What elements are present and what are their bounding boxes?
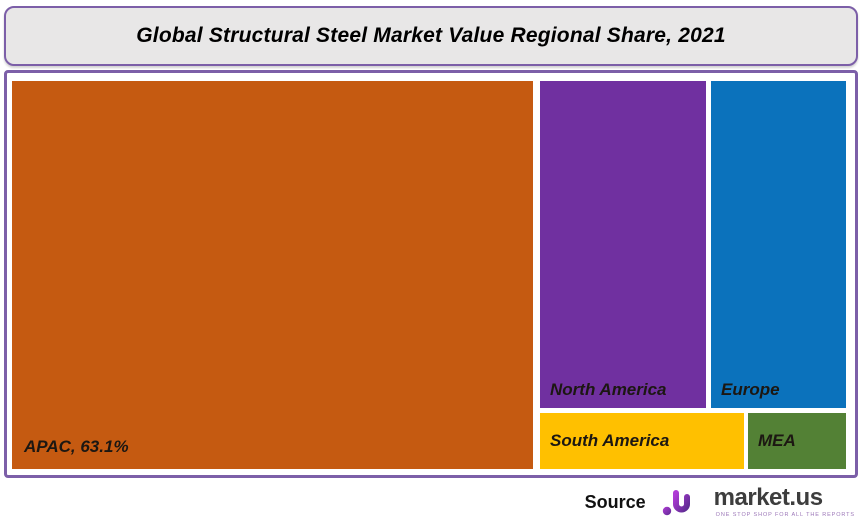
marketus-logo-text: market.us one stop shop for all the repo… xyxy=(713,484,855,519)
treemap-block-mea: MEA xyxy=(748,413,846,469)
treemap-block-apac: APAC, 63.1% xyxy=(12,81,533,469)
footer: Source market.us one stop shop for all t… xyxy=(585,482,855,522)
treemap-label-south-america: South America xyxy=(550,431,670,450)
treemap-label-mea: MEA xyxy=(758,431,796,450)
treemap-label-north-america: North America xyxy=(550,380,667,399)
chart-title: Global Structural Steel Market Value Reg… xyxy=(136,24,726,47)
marketus-logo: market.us one stop shop for all the repo… xyxy=(662,485,855,519)
treemap-label-apac: APAC, 63.1% xyxy=(24,437,129,456)
treemap-block-south-america: South America xyxy=(540,413,744,469)
treemap-chart: APAC, 63.1% North America Europe South A… xyxy=(4,70,858,478)
source-label: Source xyxy=(584,491,646,512)
marketus-logo-icon xyxy=(662,487,706,516)
chart-title-box: Global Structural Steel Market Value Reg… xyxy=(4,6,858,66)
treemap-block-north-america: North America xyxy=(540,81,706,408)
treemap-label-europe: Europe xyxy=(721,380,780,399)
treemap-block-europe: Europe xyxy=(711,81,846,408)
marketus-wordmark: market.us xyxy=(713,484,823,511)
marketus-tagline: one stop shop for all the reports xyxy=(715,512,855,518)
